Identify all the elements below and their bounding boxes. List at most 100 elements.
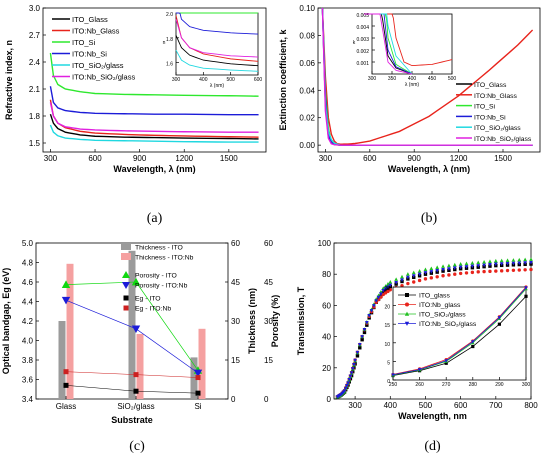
legend-swatch — [122, 271, 130, 278]
series-marker-4 — [499, 262, 504, 266]
series-marker-4 — [511, 261, 516, 266]
inset-series-marker — [524, 286, 528, 290]
y-tick-label: 0.08 — [299, 31, 315, 40]
x-axis-label: Wavelength, λ (nm) — [388, 164, 470, 174]
series-marker-3 — [429, 266, 434, 271]
x-tick-label: 500 — [226, 77, 235, 83]
y-tick-label: 20 — [322, 364, 331, 373]
series-marker-3 — [435, 265, 440, 269]
legend-label: ITO_SiO₂/glass — [474, 125, 521, 132]
series-marker-3 — [452, 262, 457, 267]
series-marker-4 — [376, 295, 381, 300]
plot-frame — [42, 7, 267, 153]
series-marker-3 — [493, 258, 498, 263]
series-marker-3 — [394, 277, 399, 281]
series-marker-2 — [423, 277, 428, 281]
series-marker-4 — [400, 278, 404, 282]
plot-frame — [392, 286, 527, 381]
series-marker-3 — [406, 272, 410, 276]
series-marker-4 — [386, 285, 390, 289]
y-tick-label: 10 — [384, 342, 390, 348]
legend-swatch — [123, 305, 129, 311]
x-tick-label: 900 — [408, 154, 422, 163]
series-marker-4 — [348, 374, 353, 379]
series-marker-3 — [458, 262, 463, 266]
panel-label-b: (b) — [421, 211, 438, 226]
legend-label: ITO:Nb_SiO₂/glass — [419, 321, 477, 328]
legend-swatch-marker — [405, 302, 409, 307]
inset-series-marker — [471, 340, 475, 344]
x-axis-label: Substrate — [111, 415, 153, 425]
series-line-3 — [49, 52, 259, 97]
series-marker-3 — [381, 286, 386, 290]
legend-swatch — [121, 253, 131, 260]
series-marker-3 — [488, 259, 492, 263]
series-marker-4 — [458, 265, 463, 270]
series-marker-2 — [400, 283, 404, 288]
series-marker-3 — [511, 258, 516, 262]
series-marker-4 — [493, 262, 498, 267]
plot-frame — [333, 242, 532, 400]
series-marker-4 — [429, 270, 434, 274]
series-marker-3 — [388, 279, 393, 284]
x-tick-label: 900 — [133, 154, 147, 163]
y-tick-label: 0.00 — [299, 141, 315, 150]
series-marker-3 — [411, 270, 416, 275]
x-tick-label: 300 — [522, 382, 531, 388]
series-marker-2 — [406, 281, 410, 286]
series-marker-4 — [347, 378, 352, 382]
y-tick-label: 100 — [318, 239, 332, 248]
series-marker-4 — [482, 263, 486, 268]
y-right2-tick-label: 15 — [264, 356, 273, 365]
y-right-tick-label: 15 — [231, 356, 240, 365]
bar-thickness-itonb — [198, 328, 206, 399]
x-tick-label: 250 — [389, 382, 398, 388]
y-axis-label: Transmission, T — [296, 286, 306, 355]
x-tick-label: 400 — [199, 77, 208, 83]
legend-label: ITO_Si — [474, 104, 496, 111]
series-marker-4 — [371, 304, 376, 308]
legend-swatch-marker — [404, 321, 410, 326]
panel-label-c: (c) — [129, 439, 145, 454]
series-marker-3 — [423, 267, 428, 272]
inset-series-line — [175, 19, 259, 58]
series-marker-4 — [406, 275, 410, 280]
inset-series-marker — [497, 316, 502, 320]
legend: Thickness - ITO Thickness - ITO:Nb Porosit… — [121, 243, 194, 313]
series-marker-2 — [429, 276, 434, 280]
legend-label: ITO:Nb_Glass — [474, 93, 518, 100]
x-tick-label: 300 — [368, 76, 377, 82]
legend: ITO_Glass ITO:Nb_Glass ITO_Si ITO:Nb_Si ITO_… — [52, 15, 135, 82]
series-marker-4 — [342, 389, 347, 393]
legend-swatch-marker — [404, 311, 410, 316]
legend-label: Porosity - ITO — [135, 273, 177, 280]
y-tick-label: 3.6 — [22, 376, 34, 385]
x-tick-label: 1200 — [175, 154, 193, 163]
y-tick-label: 1.8 — [166, 37, 173, 43]
series-marker-4 — [394, 280, 399, 285]
legend-swatch — [121, 243, 131, 250]
y-right2-tick-label: 60 — [264, 239, 273, 248]
x-tick-label: 300 — [348, 401, 362, 410]
series-marker-4 — [388, 283, 393, 288]
series-marker-2 — [441, 274, 445, 278]
series-marker-3 — [400, 274, 404, 279]
panel-b: 300 600 900 1200 1500 0.00 0.02 0.04 0.06 0.08 0.1… — [278, 4, 541, 226]
y-tick-label: 4.8 — [22, 259, 34, 268]
series-marker-2 — [476, 270, 480, 274]
porosity-ito-marker — [61, 280, 71, 288]
x-tick-label: 260 — [415, 382, 424, 388]
inset-series-line — [175, 35, 259, 67]
series-marker-4 — [374, 299, 379, 303]
inset-series-line — [392, 296, 527, 376]
y-tick-label: 4.6 — [22, 278, 34, 287]
y-tick-label: 4.0 — [22, 337, 34, 346]
series-marker-4 — [435, 269, 440, 273]
inset-background — [393, 287, 526, 380]
series-marker-4 — [355, 350, 360, 355]
y-tick-label: 2.4 — [29, 58, 41, 67]
y-tick-label: 0.10 — [299, 4, 315, 13]
series-marker-2 — [470, 270, 475, 275]
inset-series-line — [392, 286, 527, 375]
series-line-6 — [49, 102, 259, 133]
